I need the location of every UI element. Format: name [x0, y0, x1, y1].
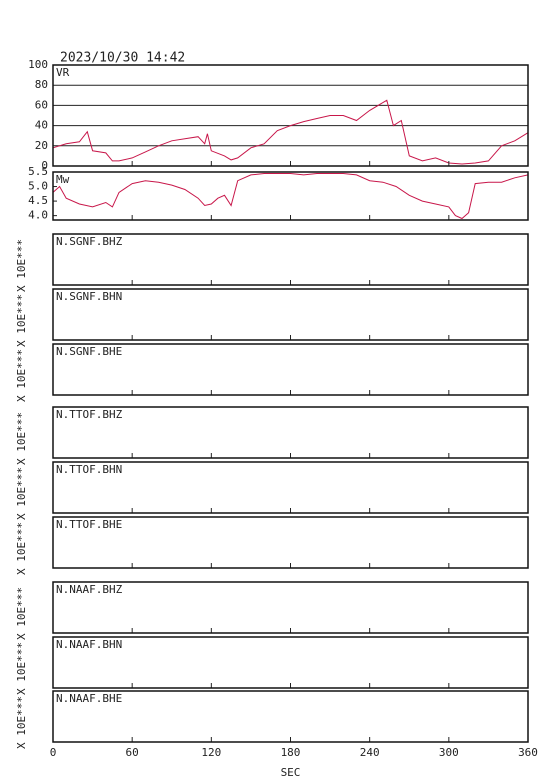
y-tick-label: 4.0	[28, 209, 48, 222]
y-axis-label: X 10E***	[15, 642, 28, 695]
x-tick-label: 120	[201, 746, 221, 759]
panel-label: N.SGNF.BHE	[56, 345, 122, 358]
y-axis-label: X 10E***	[15, 587, 28, 640]
panel-frame	[52, 171, 529, 221]
panel-frame	[52, 461, 529, 514]
panel-label: N.NAAF.BHZ	[56, 583, 123, 596]
y-axis-label: X 10E***	[15, 522, 28, 575]
x-tick-label: 360	[518, 746, 538, 759]
x-tick-label: 60	[126, 746, 139, 759]
chart-title: 2023/10/30 14:42	[60, 51, 185, 66]
panel-frame	[52, 288, 529, 341]
panel-label: N.TTOF.BHE	[56, 518, 122, 531]
y-tick-label: 5.0	[28, 180, 48, 193]
x-tick-label: 240	[360, 746, 380, 759]
y-tick-label: 80	[35, 78, 48, 91]
y-axis-label: X 10E***	[15, 412, 28, 465]
x-tick-label: 0	[50, 746, 57, 759]
panel-frame	[52, 343, 529, 396]
x-tick-label: 300	[439, 746, 459, 759]
panel-frame	[52, 233, 529, 286]
panel-label: N.NAAF.BHE	[56, 692, 122, 705]
panel-frame	[52, 64, 529, 167]
y-tick-label: 40	[35, 119, 48, 132]
panel-label: N.TTOF.BHZ	[56, 408, 123, 421]
x-axis-label: SEC	[281, 766, 301, 779]
panel-label: N.NAAF.BHN	[56, 638, 122, 651]
panel-label: Mw	[56, 173, 70, 186]
panel-label: VR	[56, 66, 70, 79]
panel-frame	[52, 516, 529, 569]
y-axis-label: X 10E***	[15, 294, 28, 347]
y-tick-label: 0	[41, 159, 48, 172]
data-line	[52, 99, 529, 165]
y-axis-label: X 10E***	[15, 696, 28, 749]
y-tick-label: 4.5	[28, 194, 48, 207]
panel-label: N.SGNF.BHN	[56, 290, 122, 303]
panel-frame	[52, 581, 529, 634]
panel-label: N.SGNF.BHZ	[56, 235, 123, 248]
y-axis-label: X 10E***	[15, 467, 28, 520]
y-tick-label: 20	[35, 139, 48, 152]
y-tick-label: 100	[28, 58, 48, 71]
x-tick-label: 180	[281, 746, 301, 759]
panel-frame	[52, 406, 529, 459]
data-line	[52, 173, 529, 220]
y-axis-label: X 10E***	[15, 349, 28, 402]
panel-frame	[52, 636, 529, 689]
y-axis-label: X 10E***	[15, 239, 28, 292]
y-tick-label: 5.5	[28, 165, 48, 178]
panel-frame	[52, 690, 529, 743]
y-tick-label: 60	[35, 98, 48, 111]
panel-label: N.TTOF.BHN	[56, 463, 122, 476]
